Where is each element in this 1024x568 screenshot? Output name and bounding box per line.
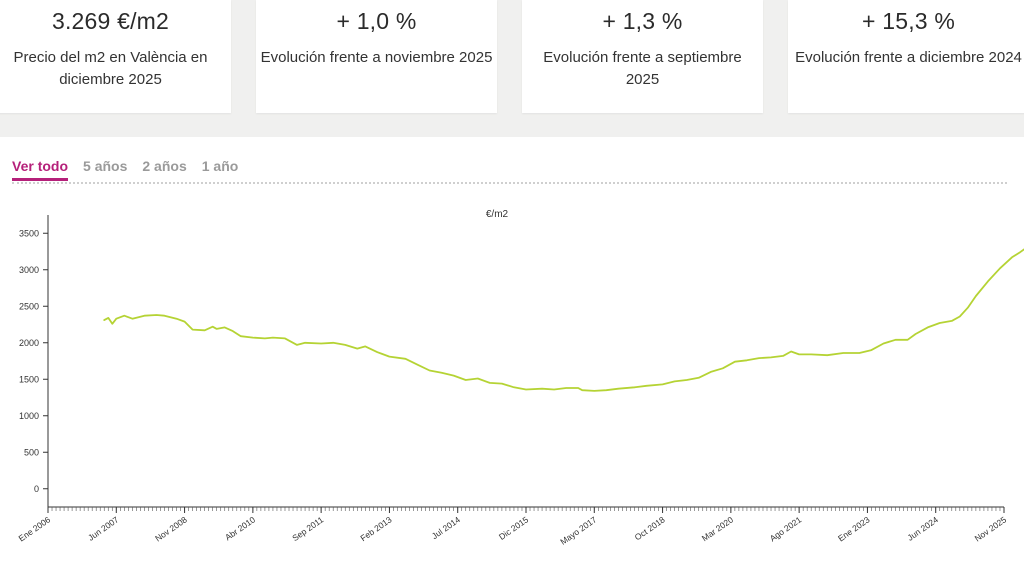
series-layer <box>103 248 1024 392</box>
x-tick-label: Ene 2023 <box>836 514 872 543</box>
kpi-card-yearly: + 15,3 % Evolución frente a diciembre 20… <box>788 0 1024 113</box>
series-line <box>103 248 1024 392</box>
kpi-card-monthly: + 1,0 % Evolución frente a noviembre 202… <box>256 0 497 113</box>
kpi-value: + 1,0 % <box>336 8 417 34</box>
x-tick-label: Nov 2025 <box>973 514 1009 543</box>
y-tick-label: 2000 <box>19 338 39 348</box>
x-tick-label: Feb 2013 <box>358 514 393 543</box>
tabs-divider <box>12 182 1007 184</box>
kpi-band: 3.269 €/m2 Precio del m2 en València en … <box>0 0 1024 137</box>
kpi-label: Evolución frente a diciembre 2024 <box>795 49 1022 66</box>
x-tick-label: Mayo 2017 <box>558 514 598 546</box>
y-axis: 0 500 1000 1500 2000 2500 3000 3500 <box>19 215 49 507</box>
y-tick-label: 1500 <box>19 374 39 384</box>
x-tick-label: Jun 2007 <box>86 514 121 542</box>
x-tick-label: Mar 2020 <box>700 514 735 543</box>
x-tick-label: Dic 2015 <box>497 514 530 542</box>
tab-ver-todo[interactable]: Ver todo <box>12 158 69 181</box>
tab-2-anos[interactable]: 2 años <box>142 158 187 174</box>
range-tabs: Ver todo 5 años 2 años 1 año <box>12 158 253 181</box>
kpi-label: Evolución frente a noviembre 2025 <box>260 49 493 66</box>
x-tick-label: Jun 2024 <box>905 514 940 542</box>
x-tick-label: Nov 2008 <box>153 514 189 543</box>
x-tick-label: Ago 2021 <box>768 514 804 543</box>
kpi-label: Precio del m2 en València en diciembre 2… <box>13 49 208 88</box>
y-tick-label: 0 <box>34 484 39 494</box>
y-tick-label: 2500 <box>19 301 39 311</box>
y-tick-label: 500 <box>24 447 39 457</box>
x-tick-label: Sep 2011 <box>290 514 325 543</box>
y-tick-label: 1000 <box>19 411 39 421</box>
x-tick-label: Jul 2014 <box>430 514 462 541</box>
y-tick-label: 3500 <box>19 228 39 238</box>
kpi-card-quarterly: + 1,3 % Evolución frente a septiembre 20… <box>522 0 763 113</box>
x-tick-label: Abr 2010 <box>223 514 257 542</box>
x-axis: Ene 2006 Jun 2007 Nov 2008 Abr 2010 Sep 2011… <box>17 506 1009 547</box>
chart-title: €/m2 <box>486 209 509 220</box>
kpi-value: 3.269 €/m2 <box>51 8 170 34</box>
kpi-value: + 1,3 % <box>602 8 683 34</box>
price-line-chart: €/m2 0 500 1000 1500 2000 2500 3000 3500 Ene 20… <box>17 209 1024 547</box>
tab-1-ano[interactable]: 1 año <box>201 158 239 174</box>
kpi-label: Evolución frente a septiembre 2025 <box>543 49 742 88</box>
x-tick-label: Oct 2018 <box>633 514 667 542</box>
y-tick-label: 3000 <box>19 265 39 275</box>
tab-5-anos[interactable]: 5 años <box>83 158 128 174</box>
kpi-card-price: 3.269 €/m2 Precio del m2 en València en … <box>0 0 231 113</box>
kpi-value: + 15,3 % <box>861 8 956 34</box>
x-tick-label: Ene 2006 <box>17 514 53 543</box>
